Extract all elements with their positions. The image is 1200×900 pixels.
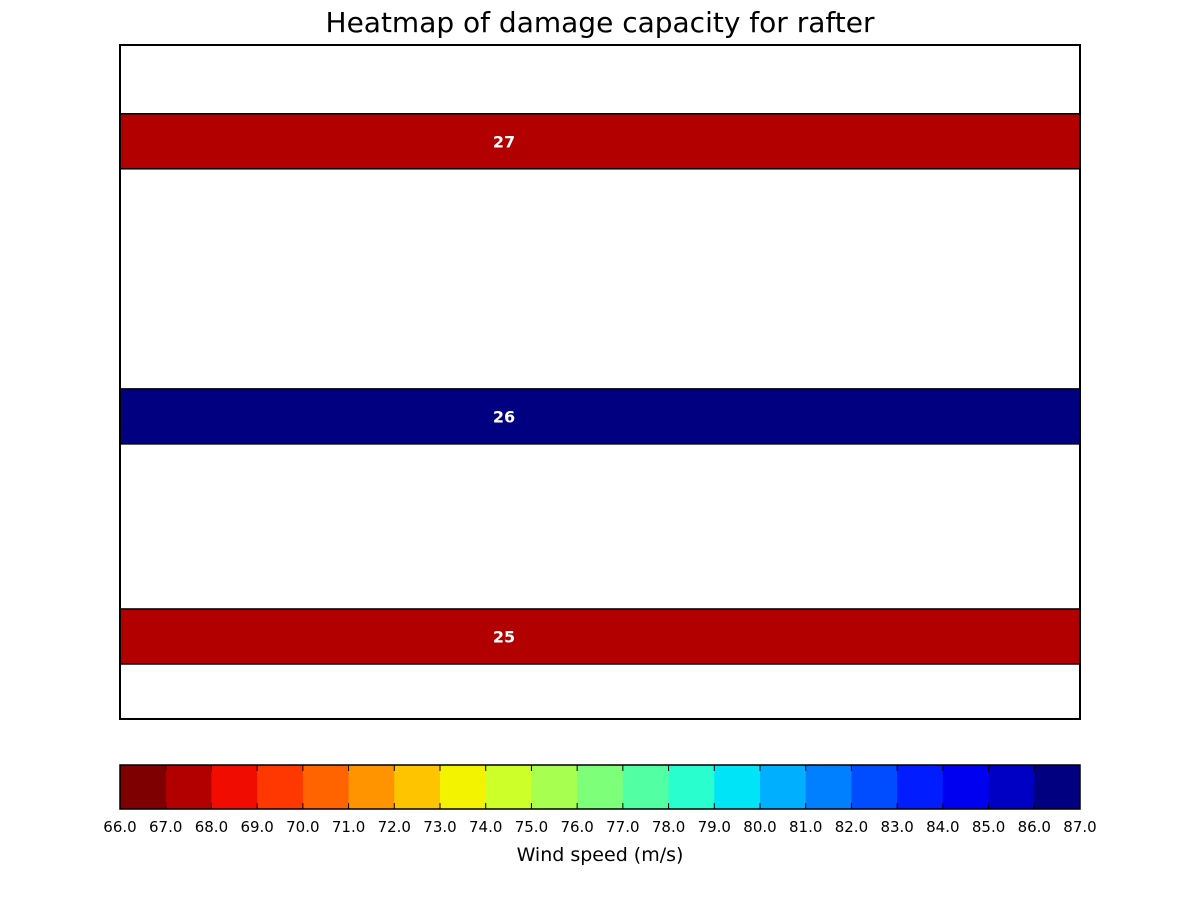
colorbar-segment (577, 765, 624, 809)
colorbar-tick-label: 78.0 (652, 818, 685, 836)
colorbar-tick-label: 66.0 (103, 818, 136, 836)
colorbar-segment (668, 765, 715, 809)
plot-area: 27 26 25 (119, 44, 1081, 720)
colorbar-segment (348, 765, 395, 809)
row-label: 27 (493, 132, 515, 151)
colorbar-segment (805, 765, 852, 809)
colorbar-tick-label: 69.0 (240, 818, 273, 836)
colorbar-segment (440, 765, 487, 809)
colorbar-tick-label: 72.0 (378, 818, 411, 836)
row-label: 25 (493, 627, 515, 646)
chart-title: Heatmap of damage capacity for rafter (325, 6, 875, 39)
colorbar-tick-label: 77.0 (606, 818, 639, 836)
colorbar-tick-label: 73.0 (423, 818, 456, 836)
plot-frame (119, 44, 1081, 720)
colorbar-tick-label: 70.0 (286, 818, 319, 836)
colorbar-frame (119, 764, 1081, 810)
colorbar-tick-label: 86.0 (1018, 818, 1051, 836)
colorbar-segment (257, 765, 304, 809)
colorbar-tick-label: 83.0 (880, 818, 913, 836)
colorbar-segment (942, 765, 990, 809)
colorbar-tick-label: 71.0 (332, 818, 365, 836)
colorbar-segment (531, 765, 578, 809)
colorbar-segment (622, 765, 670, 809)
colorbar-segment (1034, 765, 1081, 809)
colorbar-tick-label: 84.0 (926, 818, 959, 836)
row-label: 26 (493, 407, 515, 426)
colorbar-segment (988, 765, 1035, 809)
colorbar-tick-label: 76.0 (560, 818, 593, 836)
colorbar-tick-label: 87.0 (1063, 818, 1096, 836)
colorbar-segment (485, 765, 532, 809)
colorbar-segment (851, 765, 898, 809)
colorbar-tick-label: 74.0 (469, 818, 502, 836)
colorbar-segment (897, 765, 944, 809)
colorbar-tick-label: 80.0 (743, 818, 776, 836)
colorbar-tick-label: 82.0 (835, 818, 868, 836)
colorbar-segment (714, 765, 761, 809)
colorbar-tick-label: 85.0 (972, 818, 1005, 836)
colorbar-tick-label: 75.0 (515, 818, 548, 836)
colorbar-segment (302, 765, 350, 809)
colorbar-segment (211, 765, 258, 809)
colorbar-tick-label: 67.0 (149, 818, 182, 836)
heatmap-row-25 (119, 608, 1081, 665)
colorbar-label: Wind speed (m/s) (516, 844, 684, 866)
heatmap-row-27 (119, 113, 1081, 170)
colorbar: 66.0 67.0 68.0 69.0 70.0 71.0 72.0 73.0 74.0 75.0… (103, 764, 1097, 836)
colorbar-segment (165, 765, 212, 809)
colorbar-tick-label: 79.0 (698, 818, 731, 836)
colorbar-tick-label: 81.0 (789, 818, 822, 836)
colorbar-segment (120, 765, 167, 809)
colorbar-segment (760, 765, 807, 809)
heatmap-row-26 (119, 388, 1081, 445)
colorbar-segment (394, 765, 441, 809)
colorbar-tick-label: 68.0 (195, 818, 228, 836)
